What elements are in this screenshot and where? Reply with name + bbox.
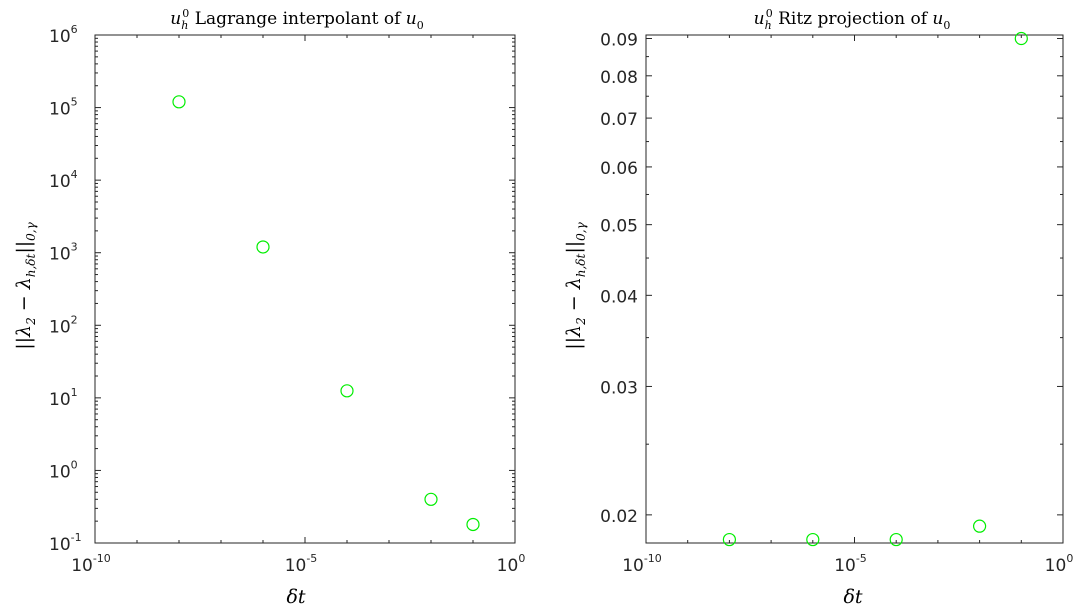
right-y-tick-label: 0.09 xyxy=(600,30,638,50)
left-data-point-1 xyxy=(172,95,186,109)
right-chart-title: uh0 Ritz projection of u0 xyxy=(754,7,951,32)
right-y-tick-label: 0.06 xyxy=(600,159,638,179)
left-y-tick-label: 104 xyxy=(49,168,78,192)
right-y-tick-label: 0.07 xyxy=(600,110,638,130)
left-y-tick-label: 106 xyxy=(49,23,78,47)
right-x-axis-label: δt xyxy=(843,586,862,608)
left-x-tick-label: 100 xyxy=(497,552,526,576)
right-data-point-4 xyxy=(972,519,987,533)
right-chart-panel: uh0 Ritz projection of u0 δt ||λ2 − λh,δ… xyxy=(563,7,1073,608)
left-y-axis-label: ||λ2 − λh,δt||0,γ xyxy=(13,221,38,349)
left-x-tick-label: 10-5 xyxy=(285,552,318,576)
right-x-tick-label: 10-5 xyxy=(834,552,867,576)
right-data-point-5 xyxy=(1014,31,1028,46)
right-x-tick-label: 100 xyxy=(1045,552,1074,576)
left-data-point-3 xyxy=(340,384,354,398)
left-x-axis-label: δt xyxy=(286,586,305,608)
right-y-tick-label: 0.08 xyxy=(600,68,638,88)
left-y-tick-label: 103 xyxy=(49,241,78,265)
right-data-point-1 xyxy=(722,532,737,547)
left-x-tick-label: 10-10 xyxy=(71,552,111,576)
right-y-tick-label: 0.04 xyxy=(600,287,638,307)
right-y-tick-label: 0.03 xyxy=(600,378,638,398)
left-plot-area xyxy=(94,34,516,544)
left-y-tick-label: 10-1 xyxy=(49,531,82,555)
left-y-tick-label: 102 xyxy=(49,313,78,337)
right-y-tick-label: 0.05 xyxy=(600,217,638,237)
right-plot-area xyxy=(645,34,1064,544)
left-y-tick-label: 101 xyxy=(49,386,78,410)
right-y-axis-label: ||λ2 − λh,δt||0,γ xyxy=(563,221,588,349)
left-y-tick-label: 100 xyxy=(49,458,78,482)
left-chart-panel: uh0 Lagrange interpolant of u0 δt ||λ2 −… xyxy=(13,7,525,608)
right-x-tick-label: 10-10 xyxy=(622,552,662,576)
left-y-tick-label: 105 xyxy=(49,96,78,120)
left-chart-title: uh0 Lagrange interpolant of u0 xyxy=(170,7,423,32)
right-data-point-3 xyxy=(889,532,903,547)
left-data-point-5 xyxy=(466,517,480,532)
left-data-point-2 xyxy=(256,240,270,254)
right-y-tick-label: 0.02 xyxy=(600,507,638,527)
left-data-point-4 xyxy=(424,492,438,506)
right-data-point-2 xyxy=(806,532,820,547)
